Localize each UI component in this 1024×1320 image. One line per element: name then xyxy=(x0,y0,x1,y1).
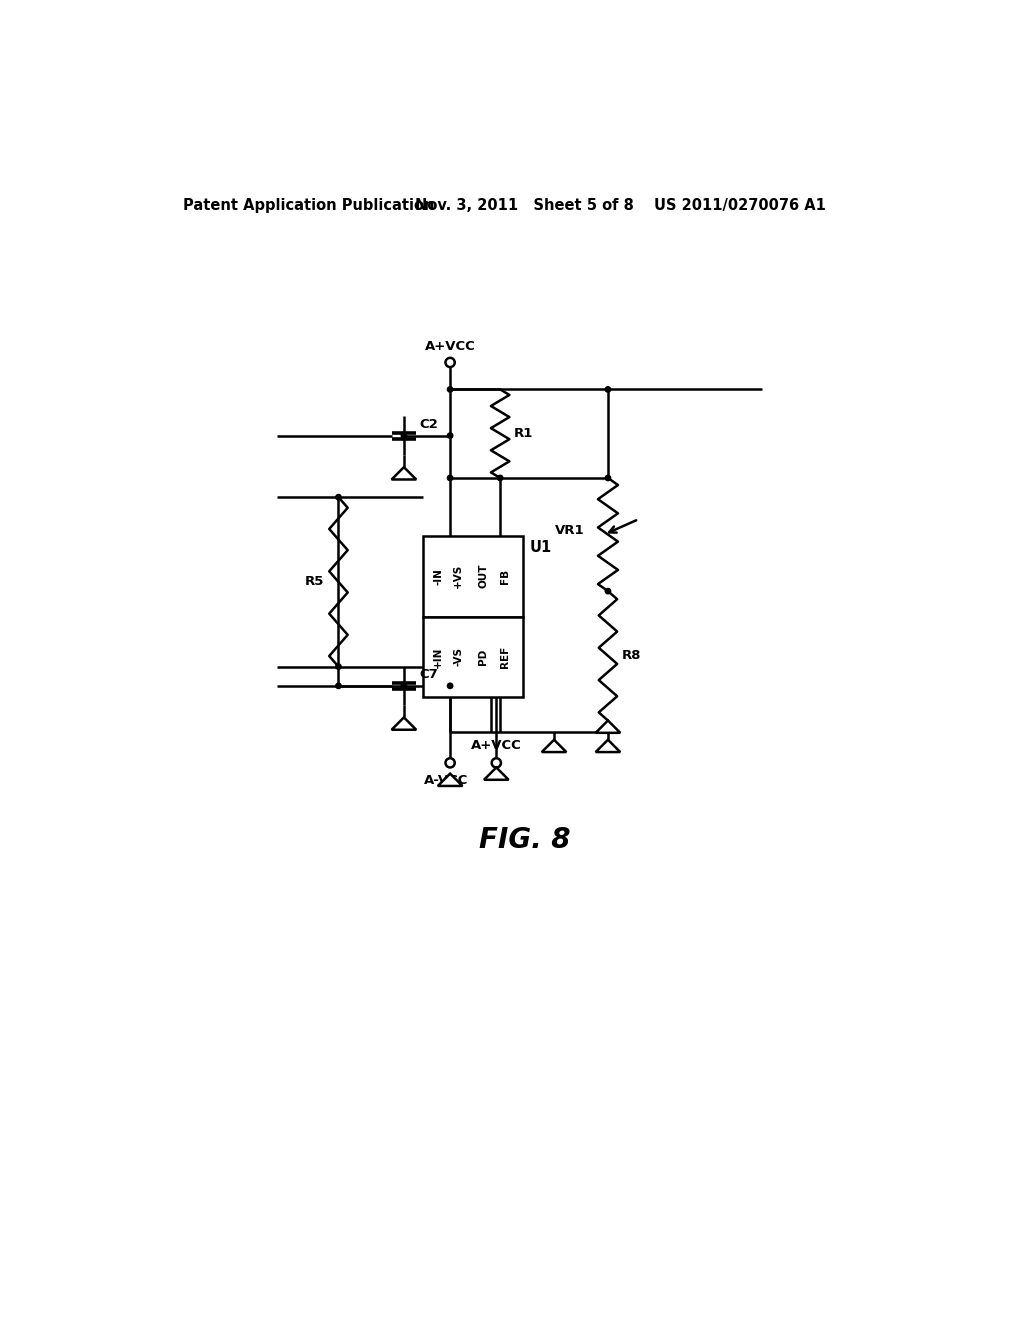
Circle shape xyxy=(447,684,453,689)
Text: +VS: +VS xyxy=(454,564,463,589)
Text: -IN: -IN xyxy=(433,568,443,585)
Text: FB: FB xyxy=(501,569,510,583)
Text: A+VCC: A+VCC xyxy=(471,739,521,752)
Polygon shape xyxy=(542,739,566,752)
Polygon shape xyxy=(391,718,416,730)
Circle shape xyxy=(447,433,453,438)
Polygon shape xyxy=(484,767,509,780)
Text: +IN: +IN xyxy=(433,647,443,668)
Circle shape xyxy=(605,589,610,594)
Polygon shape xyxy=(391,467,416,479)
Circle shape xyxy=(336,664,341,669)
Circle shape xyxy=(605,475,610,480)
Circle shape xyxy=(447,475,453,480)
Text: -VS: -VS xyxy=(454,648,463,667)
Text: A-VCC: A-VCC xyxy=(424,774,468,787)
Text: Nov. 3, 2011   Sheet 5 of 8: Nov. 3, 2011 Sheet 5 of 8 xyxy=(416,198,634,214)
Bar xyxy=(423,536,523,616)
Text: Patent Application Publication: Patent Application Publication xyxy=(183,198,434,214)
Circle shape xyxy=(447,387,453,392)
Circle shape xyxy=(336,495,341,500)
Bar xyxy=(423,616,523,697)
Text: PD: PD xyxy=(478,649,488,665)
Circle shape xyxy=(401,684,407,689)
Polygon shape xyxy=(438,774,463,785)
Circle shape xyxy=(401,433,407,438)
Text: US 2011/0270076 A1: US 2011/0270076 A1 xyxy=(654,198,826,214)
Text: R5: R5 xyxy=(305,576,325,589)
Text: A+VCC: A+VCC xyxy=(425,341,475,354)
Text: R8: R8 xyxy=(622,649,641,663)
Text: FIG. 8: FIG. 8 xyxy=(479,826,570,854)
Text: OUT: OUT xyxy=(478,564,488,589)
Text: REF: REF xyxy=(501,645,510,668)
Text: C7: C7 xyxy=(419,668,438,681)
Text: R1: R1 xyxy=(514,428,534,440)
Text: VR1: VR1 xyxy=(555,524,585,537)
Text: U1: U1 xyxy=(529,540,552,554)
Circle shape xyxy=(605,387,610,392)
Polygon shape xyxy=(596,721,621,733)
Circle shape xyxy=(336,684,341,689)
Circle shape xyxy=(498,475,503,480)
Text: C2: C2 xyxy=(419,418,438,430)
Polygon shape xyxy=(596,739,621,752)
